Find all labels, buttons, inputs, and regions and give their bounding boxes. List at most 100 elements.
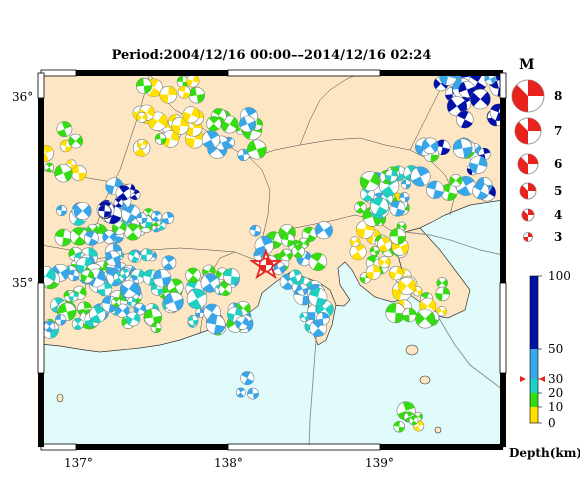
island	[56, 393, 64, 403]
earthquake-mechanism-icon	[365, 264, 381, 280]
lat-label-36: 36°	[12, 90, 34, 104]
boso-peninsula	[395, 227, 471, 319]
earthquake-mechanism-icon	[177, 85, 191, 99]
earthquake-mechanism-icon	[105, 250, 121, 266]
island	[405, 344, 419, 356]
legend-mag4-icon	[521, 208, 535, 222]
depth-tick-100: 100	[548, 269, 571, 283]
earthquake-mechanism-icon	[288, 269, 302, 283]
earthquake-mechanism-icon	[458, 81, 476, 99]
earthquake-mechanism-icon	[171, 116, 190, 135]
earthquake-mechanism-icon	[359, 171, 380, 192]
lon-label-137: 137°	[64, 456, 93, 470]
earthquake-mechanism-icon	[115, 185, 132, 201]
mag-label-5: 5	[554, 184, 563, 198]
earthquake-mechanism-icon	[83, 230, 99, 246]
earthquake-mechanism-icon	[279, 248, 293, 262]
earthquake-mechanism-icon	[223, 268, 240, 285]
earthquake-mechanism-icon	[102, 230, 116, 244]
earthquake-mechanism-icon	[410, 166, 431, 187]
earthquake-mechanism-icon	[435, 286, 451, 302]
earthquake-mechanism-icon	[354, 201, 367, 214]
earthquake-mechanism-icon	[152, 268, 172, 288]
earthquake-mechanism-icon	[436, 277, 448, 289]
depth-legend-title: Depth(km)	[509, 446, 580, 460]
earthquake-mechanism-icon	[393, 420, 406, 433]
lat-label-35: 35°	[12, 276, 34, 290]
legend-mag5-icon	[519, 182, 537, 200]
legend-mag7-icon	[514, 117, 542, 145]
earthquake-mechanism-icon	[55, 314, 67, 326]
earthquake-mechanism-icon	[389, 200, 406, 217]
legend-mag3-icon	[523, 232, 533, 242]
earthquake-mechanism-icon	[397, 276, 416, 296]
earthquake-mechanism-icon	[369, 246, 380, 257]
earthquake-mechanism-icon	[308, 252, 328, 271]
earthquake-mechanism-icon	[426, 180, 445, 199]
earthquake-mechanism-icon	[119, 268, 130, 279]
earthquake-mechanism-icon	[402, 307, 417, 323]
earthquake-mechanism-icon	[159, 85, 178, 104]
earthquake-mechanism-icon	[125, 311, 141, 327]
earthquake-mechanism-icon	[73, 201, 92, 220]
earthquake-mechanism-icon	[421, 137, 439, 155]
earthquake-mechanism-icon	[140, 248, 154, 262]
earthquake-mechanism-icon	[296, 283, 309, 296]
earthquake-mechanism-icon	[349, 236, 361, 247]
earthquake-mechanism-icon	[71, 317, 84, 330]
map-frame	[37, 69, 507, 451]
mag-label-4: 4	[554, 208, 563, 222]
earthquake-mechanism-icon	[314, 221, 333, 240]
earthquake-mechanism-icon	[44, 162, 55, 173]
earthquake-mechanism-icon	[249, 224, 262, 237]
earthquake-mechanism-icon	[150, 322, 162, 334]
earthquake-mechanism-icon	[484, 73, 496, 85]
earthquake-mechanism-icon	[291, 244, 305, 258]
earthquake-mechanism-icon	[124, 223, 142, 241]
earthquake-mechanism-icon	[200, 273, 220, 293]
earthquake-mechanism-icon	[186, 74, 200, 88]
depth-tick-0: 0	[548, 416, 556, 430]
earthquake-mechanism-icon	[470, 88, 491, 110]
earthquake-mechanism-icon	[67, 269, 80, 282]
earthquake-mechanism-icon	[161, 211, 175, 225]
earthquake-mechanism-icon	[119, 280, 138, 298]
island	[434, 426, 442, 434]
earthquake-mechanism-icon	[436, 306, 447, 317]
earthquake-mechanism-icon	[136, 138, 148, 150]
earthquake-mechanism-icon	[54, 163, 73, 183]
depth-tick-50: 50	[548, 342, 564, 356]
earthquake-mechanism-icon	[188, 86, 205, 104]
earthquake-mechanism-icon	[415, 308, 436, 329]
earthquake-mechanism-icon	[111, 297, 122, 308]
mag-label-7: 7	[554, 124, 563, 138]
depth-colorbar	[520, 275, 545, 424]
earthquake-mechanism-icon	[455, 110, 474, 129]
earthquake-mechanism-icon	[201, 130, 221, 149]
earthquake-mechanism-icon	[113, 197, 124, 208]
earthquake-mechanism-icon	[399, 192, 410, 203]
earthquake-mechanism-icon	[70, 165, 87, 181]
earthquake-mechanism-icon	[69, 227, 89, 246]
earthquake-mechanism-icon	[237, 148, 250, 162]
earthquake-mechanism-icon	[206, 116, 222, 132]
depth-marker-right-icon	[539, 376, 545, 382]
earthquake-mechanism-icon	[151, 210, 162, 222]
earthquake-mechanism-icon	[127, 250, 140, 263]
earthquake-mechanism-icon	[472, 182, 490, 200]
earthquake-mechanism-icon	[127, 297, 137, 307]
earthquake-mechanism-icon	[452, 138, 473, 159]
star-epicenter-icon[interactable]	[249, 248, 283, 280]
earthquake-mechanism-icon	[205, 314, 226, 335]
earthquake-mechanism-icon	[389, 228, 407, 245]
earthquake-mechanism-icon	[68, 291, 79, 302]
earthquake-mechanism-icon	[115, 303, 130, 318]
earthquake-mechanism-icon	[68, 133, 83, 149]
magnitude-legend-title: M	[519, 57, 535, 73]
earthquake-mechanism-icon	[315, 311, 330, 326]
magnitude-legend	[511, 79, 545, 242]
earthquake-mechanism-icon	[56, 121, 73, 138]
map-title: Period:2004/12/16 00:00––2014/12/16 02:2…	[111, 48, 432, 63]
earthquake-mechanism-icon	[469, 155, 488, 174]
